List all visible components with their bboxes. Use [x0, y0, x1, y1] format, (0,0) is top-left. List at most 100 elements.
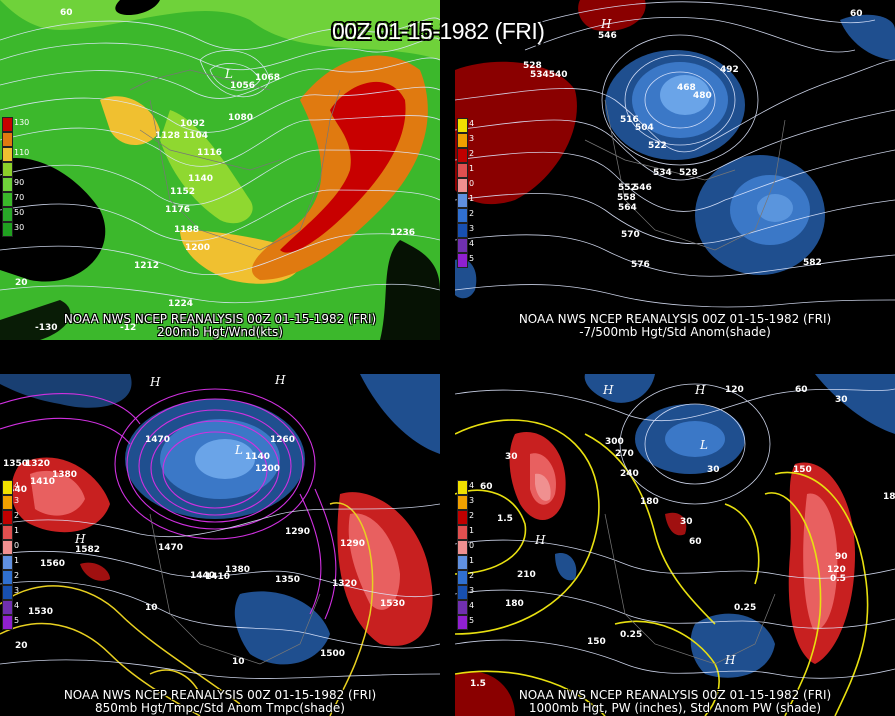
svg-text:30: 30 — [707, 465, 720, 475]
legend-label: 0 — [469, 541, 475, 550]
svg-text:1.5: 1.5 — [470, 679, 486, 689]
svg-text:1.5: 1.5 — [497, 514, 513, 524]
svg-text:1320: 1320 — [332, 579, 357, 589]
svg-text:1530: 1530 — [28, 607, 53, 617]
svg-text:60: 60 — [689, 537, 702, 547]
svg-text:60: 60 — [60, 8, 73, 18]
legend-swatch: 3 — [2, 585, 19, 600]
svg-text:1092: 1092 — [180, 119, 205, 129]
svg-text:468: 468 — [677, 83, 696, 93]
legend-label: 30 — [14, 223, 25, 232]
svg-text:1224: 1224 — [168, 299, 193, 309]
svg-text:H: H — [274, 374, 286, 387]
legend-swatch: 5 — [2, 615, 19, 630]
legend-label: 2 — [469, 511, 475, 520]
svg-text:1410: 1410 — [30, 477, 55, 487]
svg-text:534: 534 — [653, 168, 672, 178]
map-200mb: 1068 1056 1092 1080 1128 1104 1116 1140 … — [0, 0, 440, 340]
main-title: 00Z 01-15-1982 (FRI) — [332, 18, 545, 44]
legend-label: 0 — [14, 541, 20, 550]
svg-text:30: 30 — [835, 395, 848, 405]
legend-swatch — [2, 132, 13, 147]
legend-label: 3 — [469, 586, 475, 595]
svg-text:270: 270 — [615, 449, 634, 459]
svg-text:180: 180 — [505, 599, 524, 609]
legend-swatch: 110 — [2, 147, 29, 162]
svg-text:558: 558 — [617, 193, 636, 203]
panel-850mb-height-temperature: 1470 1350 1320 1380 1410 1440 1260 1140 … — [0, 374, 440, 716]
legend-label: 130 — [14, 118, 30, 127]
legend-label: 1 — [469, 526, 475, 535]
panel-caption-variable: 850mb Hgt/Tmpc/Std Anom Tmpc(shade) — [95, 701, 345, 715]
panel-caption-variable: 200mb Hgt/Wnd(kts) — [157, 325, 283, 339]
svg-text:L: L — [699, 438, 708, 452]
legend-label: 50 — [14, 208, 25, 217]
legend-label: 5 — [14, 616, 20, 625]
legend-label: 70 — [14, 193, 25, 202]
legend-swatch: 0 — [2, 540, 19, 555]
legend-swatch: 2 — [2, 510, 19, 525]
svg-text:60: 60 — [480, 482, 493, 492]
svg-text:546: 546 — [633, 183, 652, 193]
svg-text:L: L — [224, 67, 233, 81]
legend-swatch: 50 — [2, 207, 24, 222]
legend-wind-speed: 130 110 90 70 50 30 — [2, 117, 30, 237]
svg-text:H: H — [74, 532, 86, 546]
legend-swatch: 4 — [457, 480, 474, 495]
legend-label: 4 — [469, 239, 475, 248]
svg-text:210: 210 — [517, 570, 536, 580]
legend-label: 3 — [14, 496, 20, 505]
svg-text:1188: 1188 — [174, 225, 199, 235]
legend-label: 3 — [469, 134, 475, 143]
svg-text:150: 150 — [587, 637, 606, 647]
map-500mb: 528 534540 492 468 480 516 504 522 534 5… — [455, 0, 895, 340]
legend-swatch: 3 — [457, 585, 474, 600]
svg-text:180: 180 — [640, 497, 659, 507]
legend-swatch: 1 — [2, 555, 19, 570]
legend-label: 1 — [469, 164, 475, 173]
legend-swatch: 4 — [2, 480, 19, 495]
svg-text:10: 10 — [232, 657, 245, 667]
legend-label: 4 — [469, 119, 475, 128]
svg-text:30: 30 — [505, 452, 518, 462]
svg-text:1152: 1152 — [170, 187, 195, 197]
svg-text:564: 564 — [618, 203, 637, 213]
legend-label: 3 — [469, 224, 475, 233]
legend-swatch: 1 — [457, 525, 474, 540]
legend-swatch: 1 — [457, 163, 474, 178]
legend-label: 1 — [14, 556, 20, 565]
legend-swatch: 3 — [2, 495, 19, 510]
svg-text:1440: 1440 — [190, 571, 215, 581]
svg-text:1200: 1200 — [255, 464, 280, 474]
legend-label: 1 — [14, 526, 20, 535]
legend-swatch — [2, 162, 13, 177]
svg-text:552: 552 — [618, 183, 637, 193]
svg-text:90: 90 — [835, 552, 848, 562]
map-850mb: 1470 1350 1320 1380 1410 1440 1260 1140 … — [0, 374, 440, 716]
legend-swatch: 1 — [457, 193, 474, 208]
legend-label: 2 — [469, 571, 475, 580]
panel-caption-source: NOAA NWS NCEP REANALYSIS 00Z 01-15-1982 … — [63, 688, 377, 702]
svg-text:20: 20 — [15, 641, 28, 651]
svg-text:0.5: 0.5 — [830, 574, 846, 584]
svg-text:1380: 1380 — [52, 470, 77, 480]
svg-text:60: 60 — [795, 385, 808, 395]
legend-label: 2 — [14, 571, 20, 580]
svg-text:240: 240 — [620, 469, 639, 479]
legend-swatch: 4 — [457, 238, 474, 253]
panel-caption-source: NOAA NWS NCEP REANALYSIS 00Z 01-15-1982 … — [518, 688, 832, 702]
svg-text:1582: 1582 — [75, 545, 100, 555]
svg-text:1530: 1530 — [380, 599, 405, 609]
legend-label: 2 — [469, 209, 475, 218]
legend-label: 0 — [469, 179, 475, 188]
legend-label: 4 — [14, 601, 20, 610]
svg-text:528: 528 — [679, 168, 698, 178]
svg-text:1500: 1500 — [320, 649, 345, 659]
svg-text:1080: 1080 — [228, 113, 253, 123]
svg-text:1260: 1260 — [270, 435, 295, 445]
svg-text:-130: -130 — [35, 323, 58, 333]
svg-text:300: 300 — [605, 437, 624, 447]
svg-text:60: 60 — [850, 9, 863, 19]
legend-label: 4 — [14, 481, 20, 490]
panel-500mb-height-anomaly: 528 534540 492 468 480 516 504 522 534 5… — [455, 0, 895, 340]
